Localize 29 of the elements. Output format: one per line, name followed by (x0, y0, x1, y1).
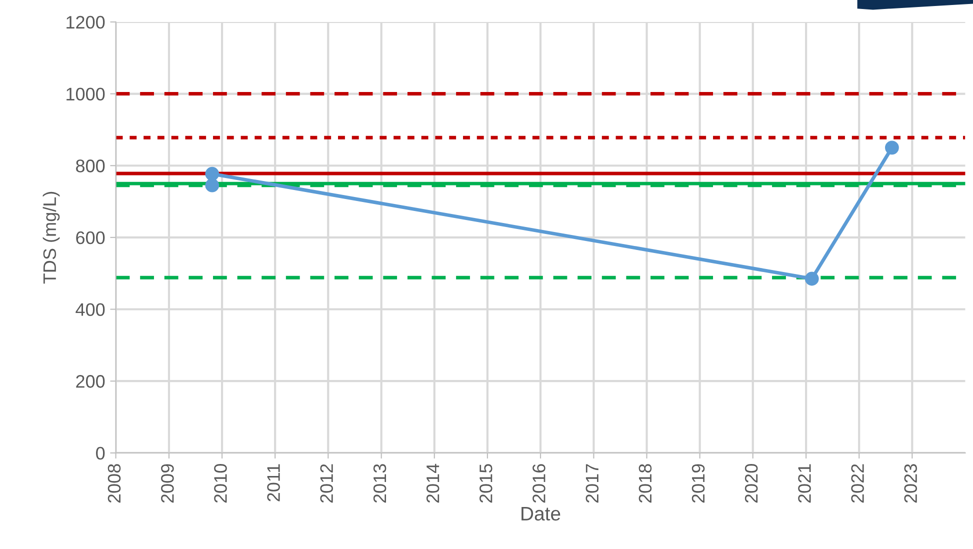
x-tick-label: 2023 (904, 464, 918, 503)
y-tick-label: 400 (76, 303, 105, 316)
x-tick-label: 2019 (692, 464, 705, 503)
x-tick-label: 2012 (320, 464, 333, 503)
y-tick-label: 600 (76, 231, 105, 244)
x-tick-label: 2014 (426, 464, 440, 503)
point (885, 140, 899, 155)
x-tick-label: 2022 (851, 464, 864, 503)
point (205, 178, 220, 192)
x-tick-label: 2008 (108, 464, 121, 503)
x-tick-label: 2009 (161, 464, 174, 503)
point (205, 166, 220, 181)
x-tick-label: 2015 (480, 464, 492, 503)
x-tick-label: 2020 (744, 464, 758, 503)
x-tick-label: 2011 (267, 464, 280, 502)
y-tick-label: 1200 (66, 16, 105, 29)
y-tick-label: 200 (76, 375, 105, 388)
x-tick-label: 2013 (373, 464, 386, 503)
y-tick-label: 1000 (66, 88, 105, 101)
y-tick-label: 0 (96, 446, 105, 460)
x-tick-label: 2021 (798, 464, 811, 503)
x-axis-title: Date (522, 506, 560, 521)
y-tick-label: 800 (76, 160, 105, 172)
y-axis-title: TDS (mg/L) (42, 192, 60, 284)
x-tick-label: 2016 (532, 464, 546, 503)
x-tick-label: 2018 (638, 464, 652, 503)
x-tick-label: 2017 (586, 464, 599, 503)
point (804, 272, 819, 286)
x-tick-label: 2010 (214, 464, 227, 503)
